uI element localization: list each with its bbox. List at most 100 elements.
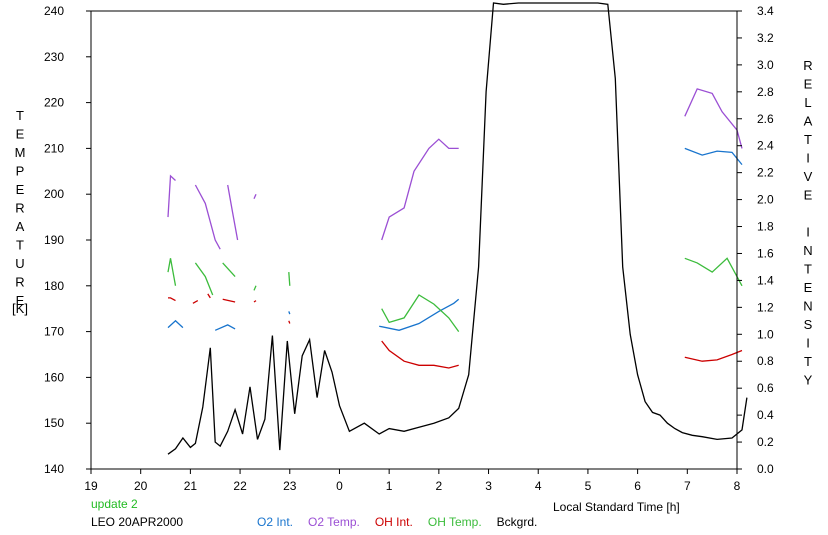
right-y-tick-label: 3.4: [757, 4, 774, 18]
left-axis-title-letter: P: [16, 164, 25, 179]
right-axis-title-letter: T: [804, 354, 812, 369]
series-line: [253, 285, 257, 291]
left-y-tick-label: 220: [44, 96, 64, 110]
series-o2-int: [167, 147, 743, 331]
series-line: [168, 297, 176, 302]
right-y-tick-label: 2.6: [757, 112, 774, 126]
x-tick-label: 21: [184, 479, 198, 493]
series-line: [207, 293, 211, 299]
labels-layer: 19 20 21 22 23 0 1 2 3 4 5 6 7 8140150160170180190200…: [12, 4, 813, 493]
right-y-tick-label: 1.2: [757, 300, 774, 314]
series-line: [684, 88, 743, 149]
station-label: LEO 20APR2000: [91, 515, 184, 529]
series-line: [194, 262, 214, 296]
series-line: [253, 193, 257, 200]
right-axis-title-letter: I: [806, 151, 810, 166]
series-line: [227, 184, 239, 241]
series-line: [214, 324, 236, 331]
left-axis-title-letter: T: [16, 108, 24, 123]
x-tick-label: 0: [336, 479, 343, 493]
left-axis-title-letter: R: [15, 275, 24, 290]
right-y-tick-label: 2.4: [757, 139, 774, 153]
left-axis-title-letter: E: [16, 293, 25, 308]
left-axis-unit: [K]: [12, 301, 28, 316]
series-line: [381, 340, 459, 369]
series-oh-temp: [167, 257, 743, 332]
right-axis-title-letter: T: [804, 262, 812, 277]
legend-entry: OH Temp.: [427, 515, 482, 529]
x-tick-label: 2: [436, 479, 443, 493]
left-y-tick-label: 240: [44, 4, 64, 18]
right-y-tick-label: 1.6: [757, 246, 774, 260]
right-axis-title-letter: T: [804, 132, 812, 147]
status-text: update 2: [91, 497, 138, 511]
left-y-tick-label: 140: [44, 462, 64, 476]
left-y-tick-label: 200: [44, 187, 64, 201]
series-o2-temp: [167, 88, 743, 250]
left-y-tick-label: 190: [44, 233, 64, 247]
right-y-tick-label: 2.8: [757, 85, 774, 99]
right-axis-title-letter: V: [804, 169, 813, 184]
series-layer: [167, 2, 748, 455]
right-y-tick-label: 2.0: [757, 193, 774, 207]
x-tick-label: 1: [386, 479, 393, 493]
series-line: [194, 184, 221, 250]
right-y-tick-label: 2.2: [757, 166, 774, 180]
series-line: [222, 262, 236, 278]
right-y-tick-label: 1.8: [757, 220, 774, 234]
series-line: [288, 311, 291, 315]
left-y-tick-label: 210: [44, 141, 64, 155]
series-line: [381, 138, 459, 241]
left-y-tick-label: 160: [44, 370, 64, 384]
axes-layer: [86, 10, 742, 474]
x-tick-label: 4: [535, 479, 542, 493]
series-line: [684, 257, 743, 287]
right-y-tick-label: 0.8: [757, 354, 774, 368]
right-axis-title-letter: E: [804, 188, 813, 203]
right-axis-title-letter: L: [804, 95, 811, 110]
x-tick-label: 23: [283, 479, 297, 493]
series-line: [167, 258, 177, 286]
right-axis-title-letter: R: [803, 58, 812, 73]
right-y-tick-label: 0.0: [757, 462, 774, 476]
left-axis-title-letter: T: [16, 238, 24, 253]
right-axis-title-letter: A: [804, 114, 813, 129]
left-axis-title-letter: M: [15, 145, 26, 160]
left-y-tick-label: 230: [44, 50, 64, 64]
right-axis-title-letter: N: [803, 299, 812, 314]
x-tick-label: 5: [585, 479, 592, 493]
right-axis-title-letter: S: [804, 317, 813, 332]
left-axis-title-letter: A: [16, 219, 25, 234]
series-line: [253, 300, 257, 303]
right-axis-title-letter: I: [806, 336, 810, 351]
right-y-tick-label: 1.4: [757, 273, 774, 287]
x-axis-title: Local Standard Time [h]: [553, 500, 680, 514]
right-y-tick-label: 0.2: [757, 435, 774, 449]
series-line: [222, 298, 236, 303]
x-tick-label: 19: [84, 479, 98, 493]
legend: O2 Int. O2 Temp. OH Int. OH Temp. Bckgrd.: [257, 515, 537, 529]
x-tick-label: 20: [134, 479, 148, 493]
legend-entry: O2 Int.: [257, 515, 294, 529]
right-axis-title-letter: E: [804, 280, 813, 295]
series-line: [381, 294, 460, 332]
right-y-tick-label: 3.0: [757, 58, 774, 72]
right-y-tick-label: 1.0: [757, 327, 774, 341]
legend-entry: O2 Temp.: [308, 515, 360, 529]
series-bckgrd: [167, 2, 748, 455]
x-tick-label: 22: [233, 479, 247, 493]
left-axis-title-letter: R: [15, 201, 24, 216]
x-tick-label: 3: [485, 479, 492, 493]
left-y-tick-label: 180: [44, 279, 64, 293]
x-tick-label: 6: [634, 479, 641, 493]
series-line: [167, 174, 176, 218]
legend-entry: OH Int.: [374, 515, 413, 529]
right-axis-title-letter: N: [803, 243, 812, 258]
series-line: [192, 300, 199, 304]
right-y-tick-label: 0.6: [757, 381, 774, 395]
right-axis-title-letter: Y: [804, 373, 813, 388]
series-line: [684, 349, 743, 362]
right-y-tick-label: 3.2: [757, 31, 774, 45]
series-line: [684, 147, 743, 166]
